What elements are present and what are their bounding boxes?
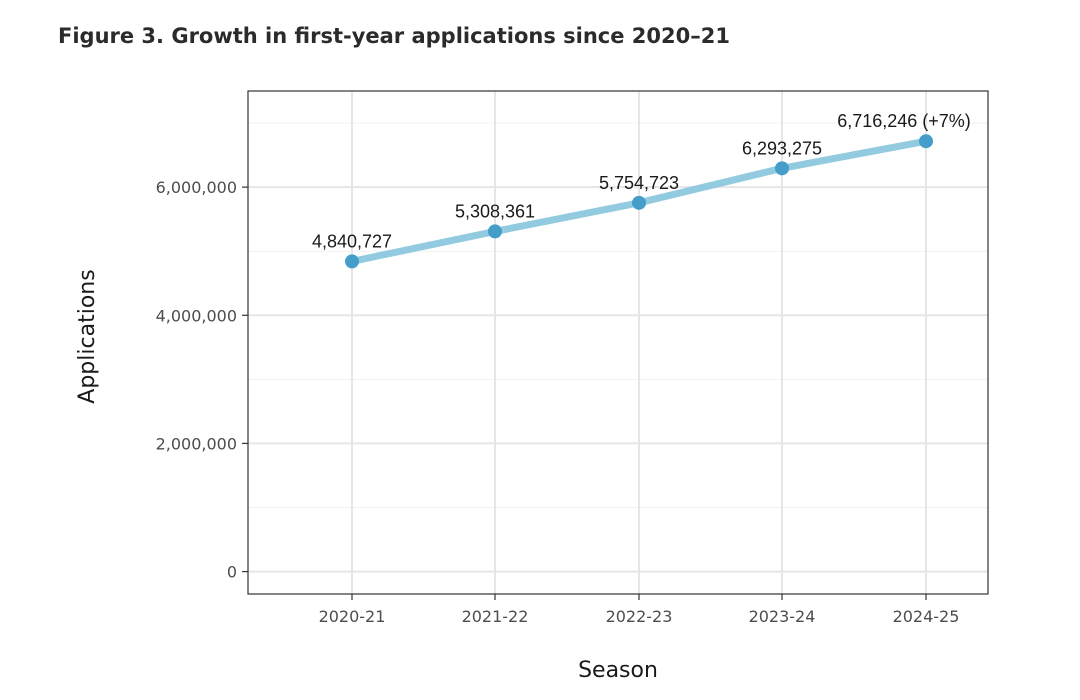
x-axis-title: Season — [578, 658, 658, 683]
x-tick-label: 2021-22 — [462, 607, 529, 626]
data-label: 5,308,361 — [455, 201, 535, 221]
y-tick-label: 4,000,000 — [156, 306, 237, 325]
data-label: 4,840,727 — [312, 231, 392, 251]
y-axis-title: Applications — [75, 269, 100, 403]
y-tick-label: 6,000,000 — [156, 178, 237, 197]
x-tick-label: 2023-24 — [749, 607, 816, 626]
data-point — [775, 161, 789, 176]
x-tick-label: 2022-23 — [606, 607, 673, 626]
data-labels: 4,840,727 5,308,361 5,754,723 6,293,275 6,71… — [312, 111, 971, 251]
data-point — [345, 254, 359, 269]
plot-panel-border — [247, 90, 989, 595]
data-point — [632, 195, 646, 210]
axes: 0 2,000,000 4,000,000 6,000,000 2020-21 2021-… — [156, 178, 960, 626]
x-tick-label: 2024-25 — [893, 607, 960, 626]
data-label: 6,293,275 — [742, 138, 822, 158]
figure-title: Figure 3. Growth in first-year applicati… — [58, 24, 730, 48]
data-label: 5,754,723 — [599, 173, 679, 193]
data-point — [919, 134, 933, 149]
x-tick-label: 2020-21 — [319, 607, 386, 626]
data-label: 6,716,246 (+7%) — [837, 111, 971, 131]
data-point — [488, 224, 502, 239]
y-tick-label: 2,000,000 — [156, 434, 237, 453]
y-tick-label: 0 — [227, 563, 237, 582]
series-applications — [345, 134, 933, 269]
grid-lines — [248, 91, 988, 594]
